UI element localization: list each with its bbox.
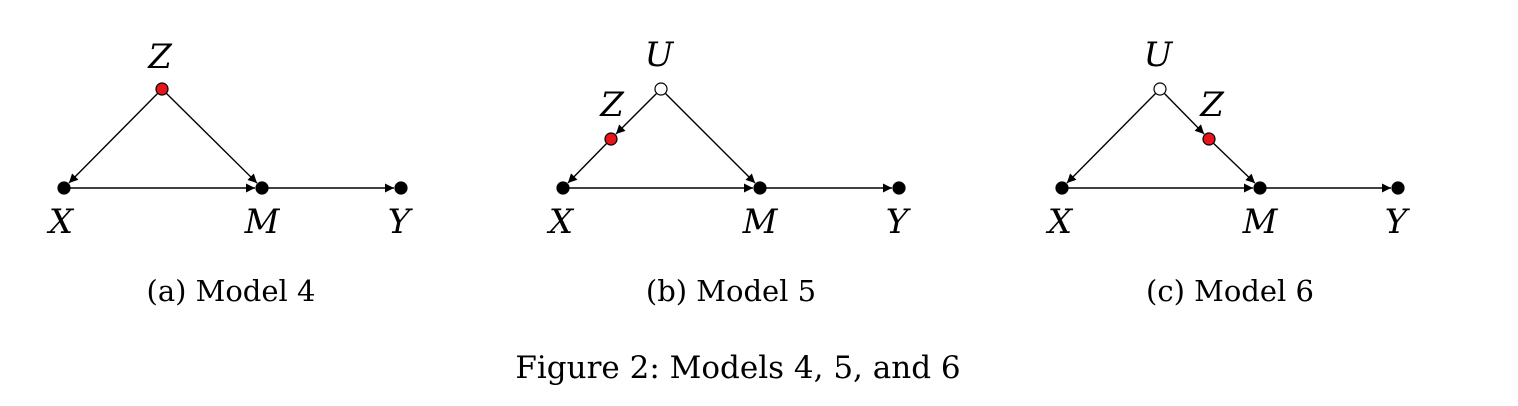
node-z bbox=[604, 132, 618, 146]
node-u bbox=[1153, 82, 1167, 96]
edge-z-to-m bbox=[165, 92, 258, 184]
edge-z-to-x bbox=[68, 92, 159, 184]
panel-model-4: Z X M Y bbox=[46, 37, 414, 242]
node-label-z: Z bbox=[599, 85, 625, 125]
node-x bbox=[1055, 181, 1069, 195]
figure-caption: Figure 2: Models 4, 5, and 6 bbox=[515, 350, 960, 386]
node-label-y: Y bbox=[1385, 202, 1411, 242]
node-label-m: M bbox=[244, 202, 281, 242]
node-z bbox=[155, 82, 169, 96]
node-m bbox=[753, 181, 767, 195]
edge-z-to-x bbox=[567, 142, 608, 184]
node-label-m: M bbox=[742, 202, 779, 242]
node-z bbox=[1202, 132, 1216, 146]
panel-c-caption: (c) Model 6 bbox=[1146, 274, 1314, 308]
panel-model-5: UZ X M Y bbox=[546, 35, 912, 242]
node-y bbox=[1391, 181, 1405, 195]
node-y bbox=[394, 181, 408, 195]
node-u bbox=[654, 82, 668, 96]
node-y bbox=[892, 181, 906, 195]
node-label-y: Y bbox=[388, 202, 414, 242]
node-label-z: Z bbox=[147, 37, 173, 77]
panel-b-caption: (b) Model 5 bbox=[646, 274, 816, 308]
edge-u-to-m bbox=[664, 92, 756, 184]
node-label-z: Z bbox=[1199, 85, 1225, 125]
edge-u-to-z bbox=[1163, 92, 1205, 135]
edge-z-to-m bbox=[1212, 142, 1256, 184]
edge-u-to-z bbox=[615, 92, 658, 135]
node-m bbox=[255, 181, 269, 195]
panel-model-6: UZ X M Y bbox=[1045, 35, 1411, 242]
node-m bbox=[1253, 181, 1267, 195]
node-x bbox=[57, 181, 71, 195]
node-label-m: M bbox=[1242, 202, 1279, 242]
edge-u-to-x bbox=[1066, 92, 1157, 184]
node-label-x: X bbox=[1045, 202, 1074, 242]
panel-a-caption: (a) Model 4 bbox=[147, 274, 316, 308]
node-label-y: Y bbox=[886, 202, 912, 242]
node-label-u: U bbox=[645, 35, 675, 75]
node-label-u: U bbox=[1144, 35, 1174, 75]
node-x bbox=[556, 181, 570, 195]
node-label-x: X bbox=[46, 202, 75, 242]
node-label-x: X bbox=[546, 202, 575, 242]
